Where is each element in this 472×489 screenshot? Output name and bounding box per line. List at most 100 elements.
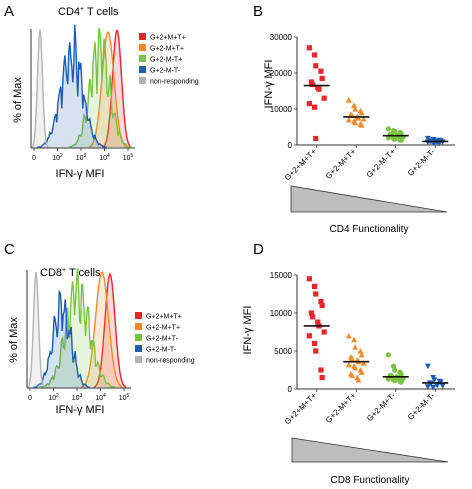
legend-swatch (135, 334, 142, 341)
y-tick-label: 30000 (270, 33, 293, 42)
data-point (321, 95, 327, 101)
category-label: G+2+M+T+ (283, 147, 319, 183)
data-point (309, 81, 316, 88)
legend-label: G+2+M+T+ (150, 35, 186, 42)
category-label: G+2-M+T+ (324, 147, 358, 181)
data-point (360, 115, 367, 122)
data-point (352, 344, 359, 350)
data-point (349, 372, 355, 378)
cd8-functionality-label: CD8 Functionality (331, 475, 410, 486)
legend-swatch (135, 312, 142, 319)
data-point (385, 376, 391, 382)
x-tick-label: 104 (95, 393, 106, 402)
x-tick-label: 104 (99, 153, 110, 162)
histogram-g-2-m-t- (67, 27, 133, 149)
x-tick-label: 102 (52, 153, 63, 162)
data-point (306, 276, 312, 282)
histogram-g-2-m-t- (102, 29, 132, 148)
data-point (355, 376, 362, 383)
panel-c-title: CD8+ T cells (40, 267, 101, 279)
data-point (360, 360, 367, 366)
data-point (306, 333, 312, 339)
panel-a-x-ticks: 0 102 103 104 105 (32, 148, 134, 162)
data-point (385, 126, 391, 132)
legend-swatch (135, 345, 142, 352)
data-point (313, 291, 319, 297)
legend-label: G+2-M-T- (150, 68, 181, 75)
y-tick-label: 5000 (274, 347, 292, 356)
legend-swatch (139, 77, 146, 84)
panel-c: C CD8+ T cells % of Max 0 102 103 104 105 IF… (4, 241, 195, 416)
panel-letter-d: D (253, 241, 264, 258)
data-point (306, 101, 312, 107)
category-label: G+2-M-T+ (365, 147, 398, 180)
panel-c-xlabel: IFN-γ MFI (56, 404, 105, 416)
data-point (316, 86, 322, 92)
data-point (431, 377, 438, 383)
legend-label: G+2-M+T+ (146, 325, 180, 332)
panel-b-scatter: 0 10000 20000 30000 G+2+M+T+ G+2-M+T+ G+2-M-T+… (270, 33, 455, 182)
data-point (306, 45, 312, 51)
data-point (345, 361, 352, 368)
category-label: G+2+M+T+ (283, 391, 319, 427)
legend-swatch (139, 66, 146, 73)
x-tick-label: 0 (32, 155, 36, 162)
data-point (357, 347, 364, 354)
panel-a: A CD4+ T cells % of Max 0 102 103 104 105 IF… (4, 3, 199, 180)
panel-b-ylabel: IFN-γ MFI (263, 60, 275, 109)
data-point (385, 352, 391, 358)
panel-a-xlabel: IFN-γ MFI (56, 168, 105, 180)
legend-label: non-responding (150, 79, 199, 86)
data-point (313, 135, 319, 142)
legend-swatch (139, 33, 146, 40)
data-point (315, 319, 321, 325)
data-point (392, 367, 398, 373)
panel-letter-b: B (253, 3, 263, 20)
x-tick-label: 105 (119, 393, 130, 402)
data-point (349, 355, 355, 362)
x-tick-label: 105 (123, 153, 134, 162)
legend-swatch (135, 356, 142, 363)
data-point (318, 68, 324, 74)
panel-a-histograms (31, 24, 133, 149)
data-point (434, 382, 441, 389)
data-point (430, 384, 436, 391)
data-point (318, 367, 324, 373)
data-point (352, 105, 359, 112)
cd8-functionality-wedge (291, 437, 449, 463)
data-point (311, 340, 318, 346)
panel-a-title: CD4+ T cells (58, 6, 119, 18)
data-point (313, 63, 319, 69)
histogram-g-2-m-t- (39, 268, 116, 389)
data-point (352, 119, 359, 126)
data-point (311, 52, 318, 58)
legend-label: G+2-M-T- (146, 347, 177, 354)
data-point (319, 302, 325, 308)
data-point (355, 114, 362, 121)
x-tick-label: 103 (76, 153, 87, 162)
data-point (345, 96, 352, 103)
data-point (358, 109, 365, 116)
panel-letter-c: C (4, 241, 15, 258)
y-tick-label: 20000 (270, 69, 293, 78)
data-point (424, 363, 431, 370)
data-point (319, 75, 325, 81)
histogram-non-responding (27, 271, 45, 388)
data-point (345, 332, 352, 339)
y-tick-label: 10000 (270, 309, 293, 318)
legend-label: G+2-M-T+ (150, 57, 182, 64)
histogram-g-2-m-t- (33, 290, 91, 389)
data-point (392, 136, 398, 142)
data-point (424, 384, 431, 390)
data-point (392, 128, 398, 134)
data-point (398, 379, 404, 385)
x-tick-label: 103 (72, 393, 83, 402)
panel-a-ylabel: % of Max (12, 77, 24, 123)
histogram-g-2-m-t- (80, 271, 123, 388)
x-tick-label: 102 (48, 393, 59, 402)
data-point (358, 122, 365, 128)
data-point (308, 310, 314, 316)
